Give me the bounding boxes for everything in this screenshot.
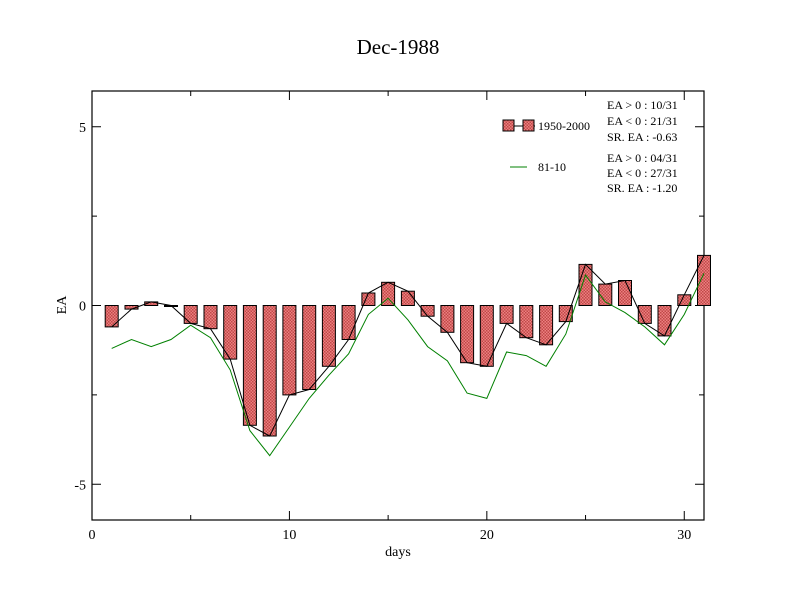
legend: 1950-2000 81-10 EA > 0 : 10/31 EA < 0 : …: [502, 98, 678, 195]
legend-bar-swatch-left: [502, 119, 515, 132]
y-axis-label: EA: [55, 295, 70, 315]
y-tick-label: -5: [74, 478, 86, 493]
stat-bar-positive: EA > 0 : 10/31: [607, 98, 678, 112]
x-tick-label: 20: [480, 528, 494, 543]
legend-bar-swatch-right: [522, 119, 535, 132]
stat-bar-negative: EA < 0 : 21/31: [607, 114, 678, 128]
bar: [183, 305, 198, 324]
stat-bar-sr: SR. EA : -0.63: [607, 130, 677, 144]
bar: [282, 305, 297, 396]
y-tick-label: 5: [79, 121, 86, 136]
bar: [104, 305, 119, 328]
chart-title: Dec-1988: [357, 35, 440, 59]
bar: [341, 305, 356, 340]
bar: [578, 263, 593, 306]
stat-line-sr: SR. EA : -1.20: [607, 181, 677, 195]
stat-line-positive: EA > 0 : 04/31: [607, 151, 678, 165]
chart-marks: [104, 254, 711, 457]
series-line-1950-2000: [111, 255, 705, 437]
legend-line-label: 81-10: [538, 160, 566, 174]
bar: [223, 305, 238, 360]
y-tick-label: 0: [79, 300, 86, 315]
bar: [499, 305, 514, 324]
bar: [242, 305, 257, 426]
x-tick-label: 30: [677, 528, 691, 543]
bar: [302, 305, 317, 390]
legend-bar-label: 1950-2000: [538, 119, 590, 133]
bar: [460, 305, 475, 364]
x-tick-label: 0: [89, 528, 96, 543]
series-line-81-10: [111, 273, 705, 457]
x-tick-label: 10: [282, 528, 296, 543]
bar: [400, 290, 415, 307]
axis-ticks: 0 10 20 30 -5 0 5: [74, 91, 704, 543]
stat-line-negative: EA < 0 : 27/31: [607, 166, 678, 180]
bar: [697, 254, 711, 306]
bar: [618, 280, 632, 306]
bar: [519, 305, 534, 339]
x-axis-label: days: [385, 545, 411, 560]
bar: [321, 305, 336, 367]
bar: [203, 305, 218, 330]
bar: [262, 305, 277, 437]
bar: [657, 305, 672, 337]
